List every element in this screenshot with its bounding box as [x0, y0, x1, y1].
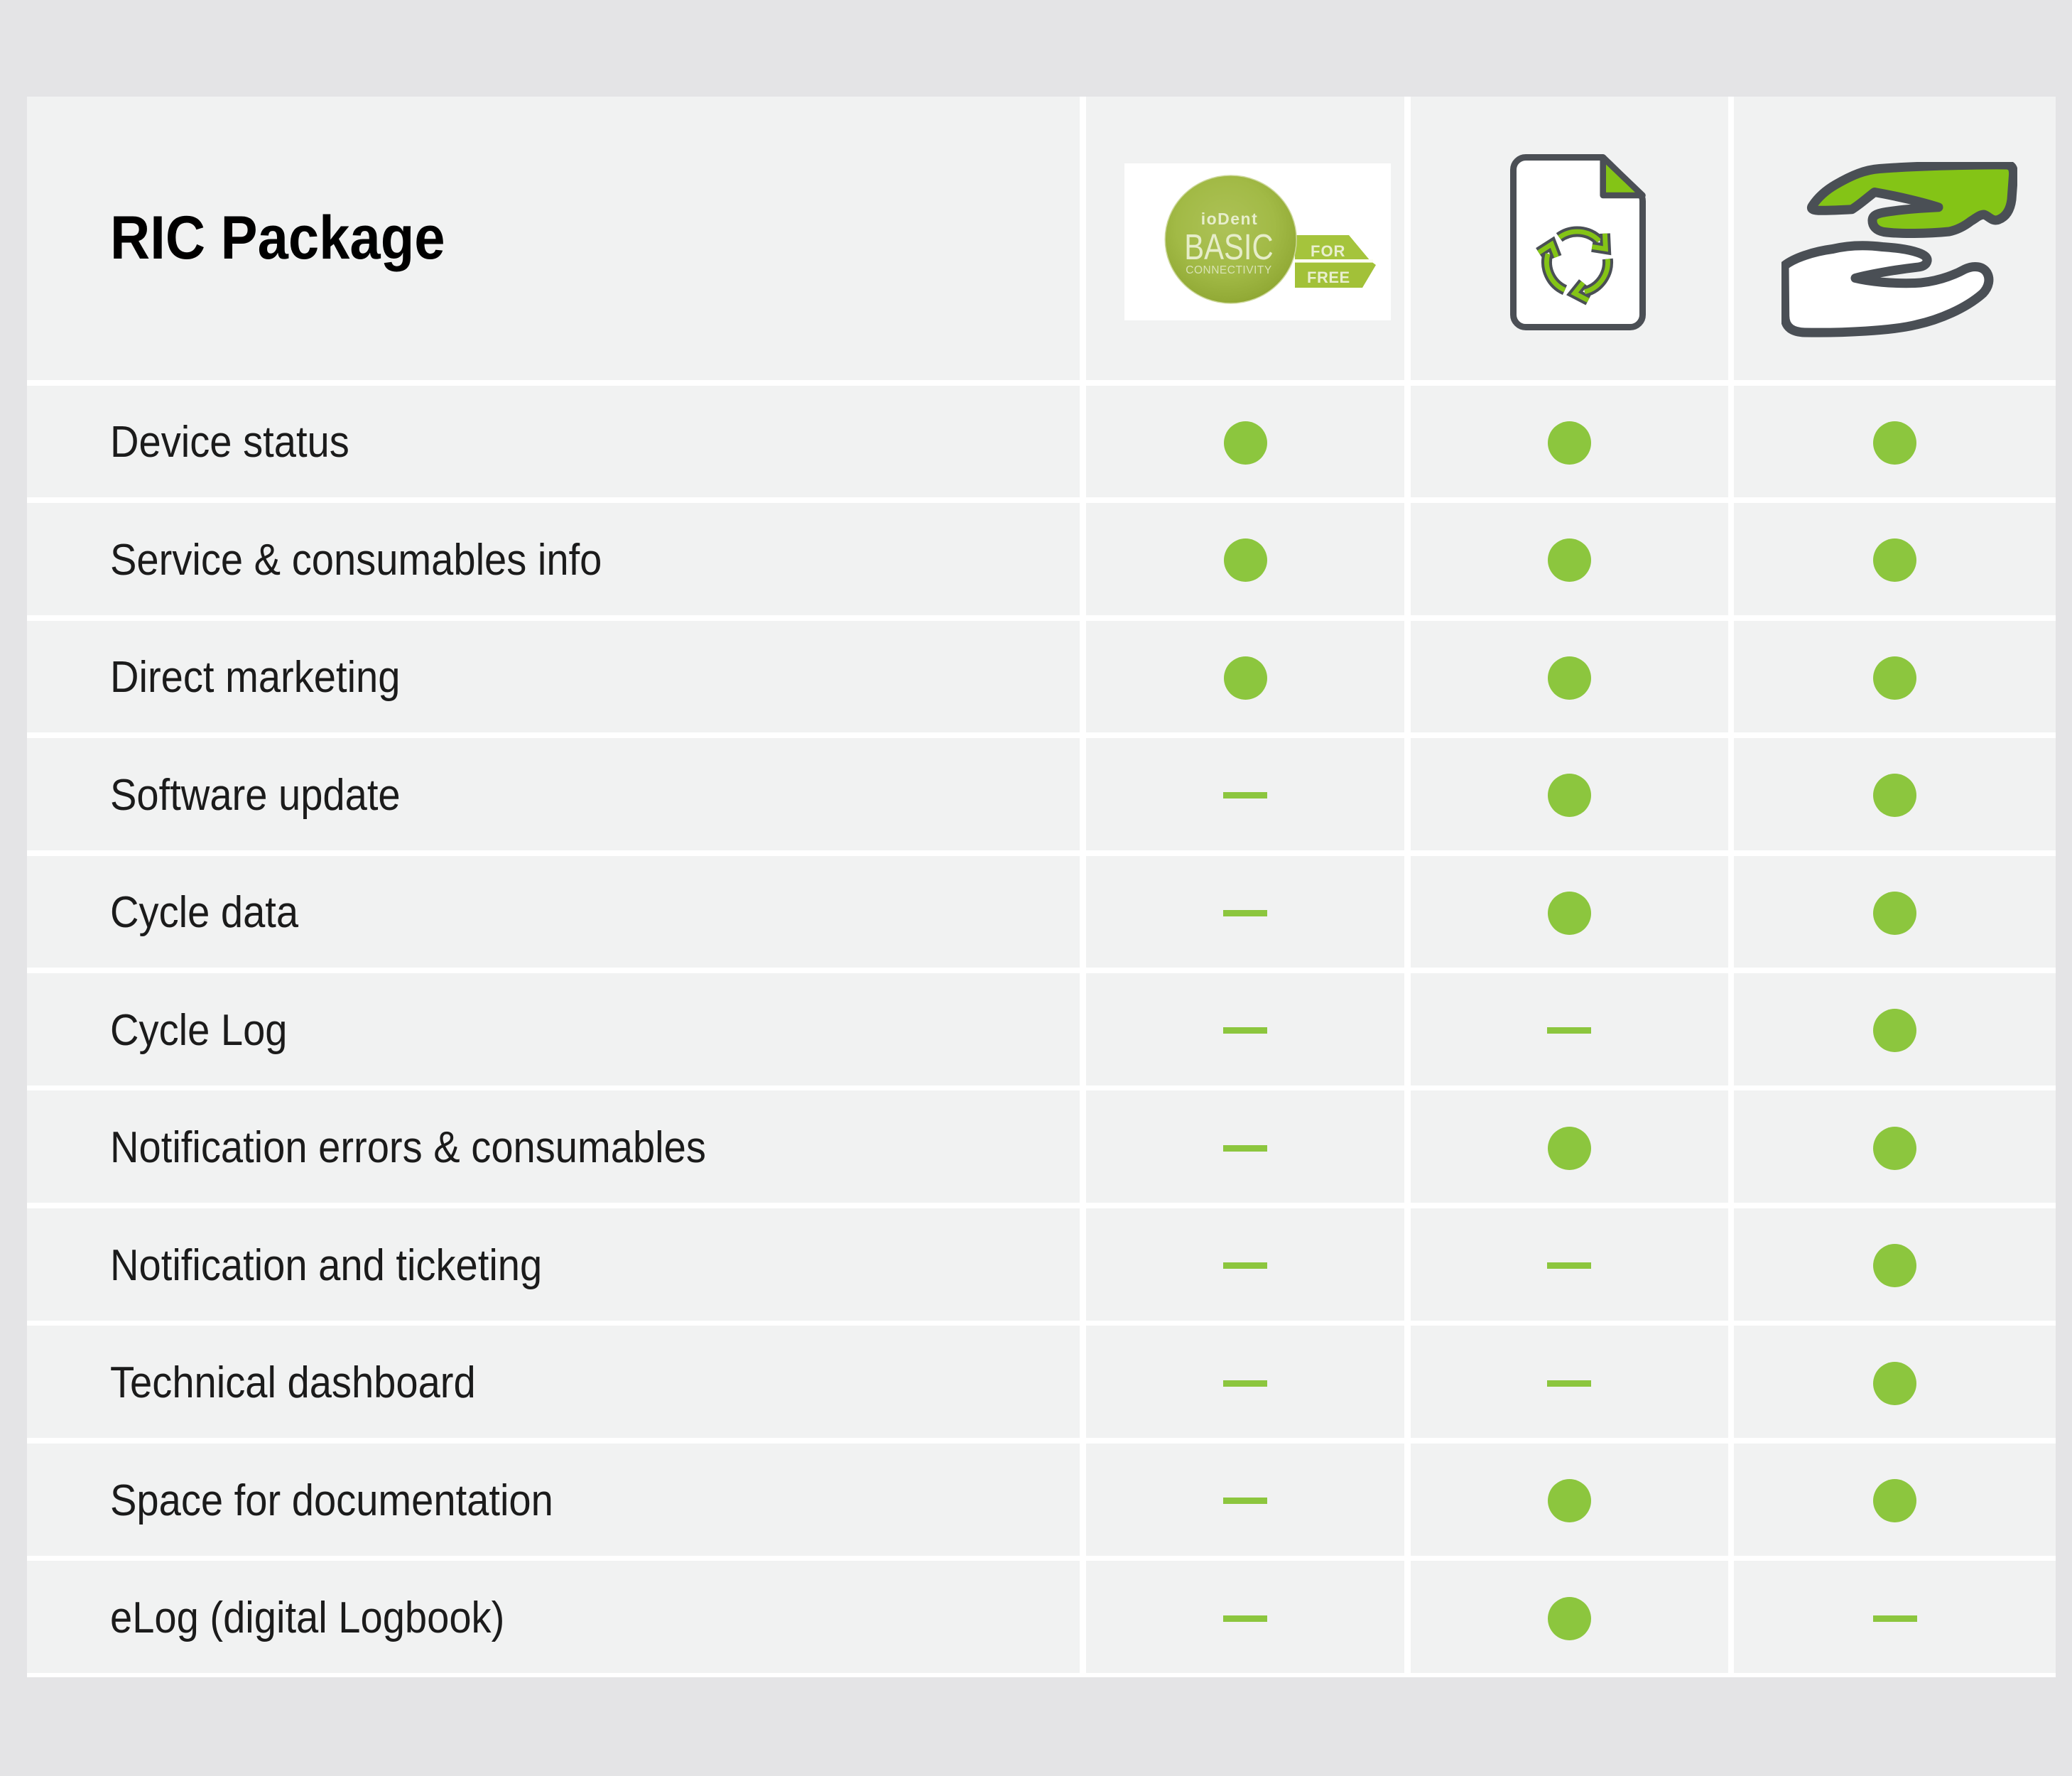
svg-text:BASIC: BASIC — [1185, 227, 1274, 267]
svg-text:FOR: FOR — [1311, 242, 1345, 260]
svg-text:CONNECTIVITY: CONNECTIVITY — [1186, 264, 1272, 276]
svg-text:FREE: FREE — [1307, 269, 1350, 286]
svg-text:ioDent: ioDent — [1201, 210, 1259, 228]
